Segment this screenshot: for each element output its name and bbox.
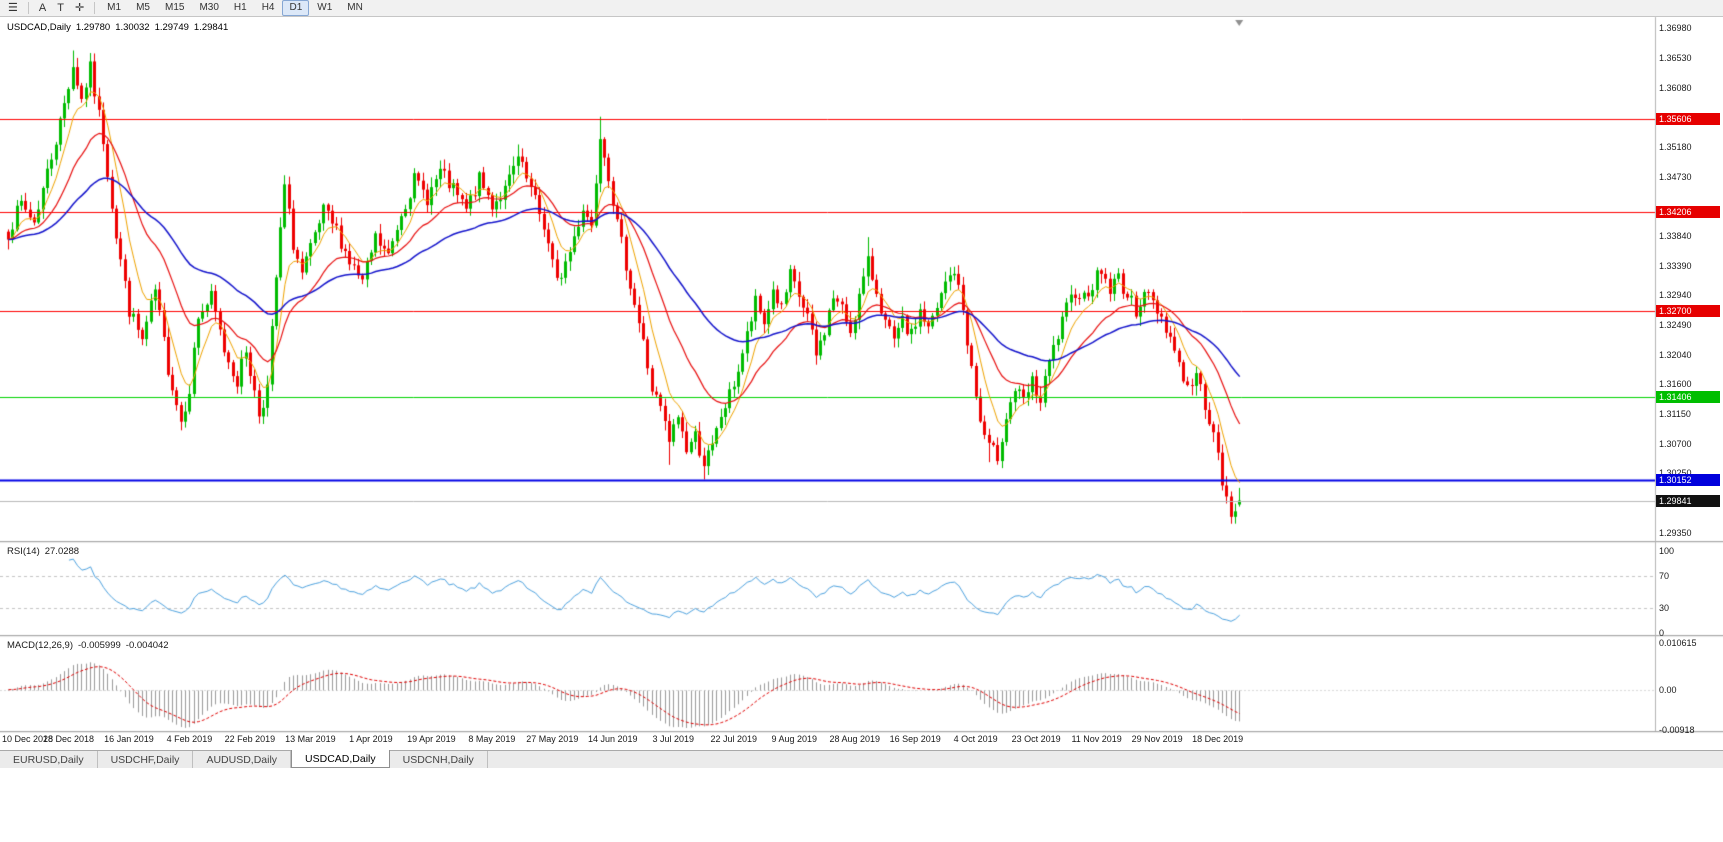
date-axis-label: 27 May 2019 — [526, 734, 579, 744]
date-axis-label: 11 Nov 2019 — [1071, 734, 1122, 744]
date-axis-label: 9 Aug 2019 — [771, 734, 818, 744]
chart-tab-usdcnh-daily[interactable]: USDCNH,Daily — [390, 751, 488, 768]
chart-tab-usdcad-daily[interactable]: USDCAD,Daily — [291, 750, 390, 768]
toolbar: ☰ A T ✛ M1 M5 M15 M30 H1 H4 D1 W1 MN — [0, 0, 1723, 17]
timeframe-button-w1[interactable]: W1 — [317, 2, 333, 13]
chart-tab-audusd-daily[interactable]: AUDUSD,Daily — [193, 751, 292, 768]
rsi-axis-label: 70 — [1659, 570, 1670, 581]
ohlc-low: 1.29749 — [154, 22, 189, 33]
date-axis-label: 1 Apr 2019 — [349, 734, 393, 744]
date-axis-label: 4 Oct 2019 — [953, 734, 998, 744]
rsi-axis-label: 100 — [1659, 546, 1675, 556]
rsi-axis-label: 0 — [1659, 628, 1665, 638]
macd-main-value: -0.005999 — [78, 640, 121, 651]
annotation-a-icon[interactable]: A — [38, 2, 47, 14]
date-axis-label: 4 Feb 2019 — [166, 734, 213, 744]
price-axis-label: 1.32940 — [1659, 290, 1692, 301]
date-axis-label: 8 May 2019 — [468, 734, 516, 744]
macd-axis-label: 0.010615 — [1659, 638, 1697, 648]
timeframe-button-h4[interactable]: H4 — [261, 2, 275, 13]
macd-name: MACD(12,26,9) — [7, 640, 73, 651]
timeframe-button-h1[interactable]: H1 — [233, 2, 247, 13]
price-axis-label: 1.36980 — [1659, 23, 1692, 33]
chart-tab-usdchf-daily[interactable]: USDCHF,Daily — [98, 751, 194, 768]
macd-axis-label: 0.00 — [1659, 684, 1677, 695]
chart-tab-bar: EURUSD,Daily USDCHF,Daily AUDUSD,Daily USDC… — [0, 750, 1723, 768]
date-axis-label: 22 Feb 2019 — [224, 734, 276, 744]
date-axis-label: 29 Nov 2019 — [1131, 734, 1183, 744]
rsi-indicator-label: RSI(14) 27.0288 — [7, 546, 84, 557]
price-axis-label: 1.33390 — [1659, 260, 1692, 271]
price-level-tag: 1.30152 — [1656, 473, 1720, 486]
date-axis-label: 18 Dec 2019 — [1192, 734, 1244, 744]
price-level-tag: 1.35606 — [1656, 112, 1720, 125]
date-axis-label: 10 Dec 2018 — [2, 734, 54, 744]
price-level-tag: 1.34206 — [1656, 205, 1720, 218]
price-axis-label: 1.29350 — [1659, 528, 1692, 538]
date-axis-label: 16 Sep 2019 — [889, 734, 941, 744]
crosshair-tool-icon[interactable]: ✛ — [74, 2, 85, 14]
price-axis-label: 1.31600 — [1659, 379, 1692, 390]
ohlc-open: 1.29780 — [75, 22, 111, 33]
price-level-tag: 1.29841 — [1656, 494, 1720, 507]
chart-title: USDCAD,Daily 1.29780 1.30032 1.29749 1.29841 — [7, 22, 233, 33]
date-axis-label: 23 Oct 2019 — [1011, 734, 1061, 744]
timeframe-button-m5[interactable]: M5 — [136, 2, 150, 13]
rsi-axis-label: 30 — [1659, 603, 1670, 614]
date-axis-label: 28 Dec 2018 — [42, 734, 94, 744]
symbol-period-title: USDCAD,Daily — [7, 22, 71, 33]
timeframe-button-m15[interactable]: M15 — [164, 2, 185, 13]
ohlc-high: 1.30032 — [115, 22, 150, 33]
date-axis-label: 19 Apr 2019 — [407, 734, 456, 744]
date-axis-label: 22 Jul 2019 — [710, 734, 758, 744]
timeframe-button-m30[interactable]: M30 — [199, 2, 219, 13]
macd-signal-value: -0.004042 — [125, 640, 169, 651]
price-axis-label: 1.30250 — [1659, 468, 1692, 478]
timeframe-button-mn[interactable]: MN — [347, 2, 363, 13]
price-axis-label: 1.36080 — [1659, 82, 1692, 93]
date-axis-label: 14 Jun 2019 — [588, 734, 638, 744]
date-axis-label: 3 Jul 2019 — [652, 734, 695, 744]
price-axis-label: 1.35180 — [1659, 142, 1692, 153]
menu-icon[interactable]: ☰ — [8, 2, 18, 14]
toolbar-separator — [27, 2, 29, 14]
price-axis-label: 1.33840 — [1659, 230, 1692, 241]
date-axis-label: 13 Mar 2019 — [285, 734, 336, 744]
macd-indicator-label: MACD(12,26,9) -0.005999 -0.004042 — [7, 640, 174, 651]
price-axis-label: 1.31150 — [1659, 408, 1691, 419]
price-level-tag: 1.32700 — [1656, 305, 1720, 318]
timeframe-button-m1[interactable]: M1 — [107, 2, 122, 13]
chart-tab-eurusd-daily[interactable]: EURUSD,Daily — [0, 751, 98, 768]
price-axis-label: 1.36530 — [1659, 52, 1692, 63]
rsi-name: RSI(14) — [7, 546, 40, 557]
price-level-tag: 1.31406 — [1656, 390, 1720, 403]
date-axis-label: 16 Jan 2019 — [104, 734, 154, 744]
price-axis-label: 1.32040 — [1659, 349, 1692, 360]
toolbar-separator — [94, 2, 96, 14]
text-tool-icon[interactable]: T — [57, 2, 64, 14]
date-axis-label: 28 Aug 2019 — [829, 734, 880, 744]
timeframe-button-d1[interactable]: D1 — [282, 0, 310, 16]
price-axis-label: 1.34730 — [1659, 171, 1692, 182]
macd-axis-label: -0.00918 — [1659, 725, 1695, 735]
price-axis-label: 1.32490 — [1659, 320, 1692, 331]
price-axis-label: 1.30700 — [1659, 438, 1692, 449]
ohlc-close: 1.29841 — [193, 22, 229, 33]
rsi-value: 27.0288 — [44, 546, 80, 557]
